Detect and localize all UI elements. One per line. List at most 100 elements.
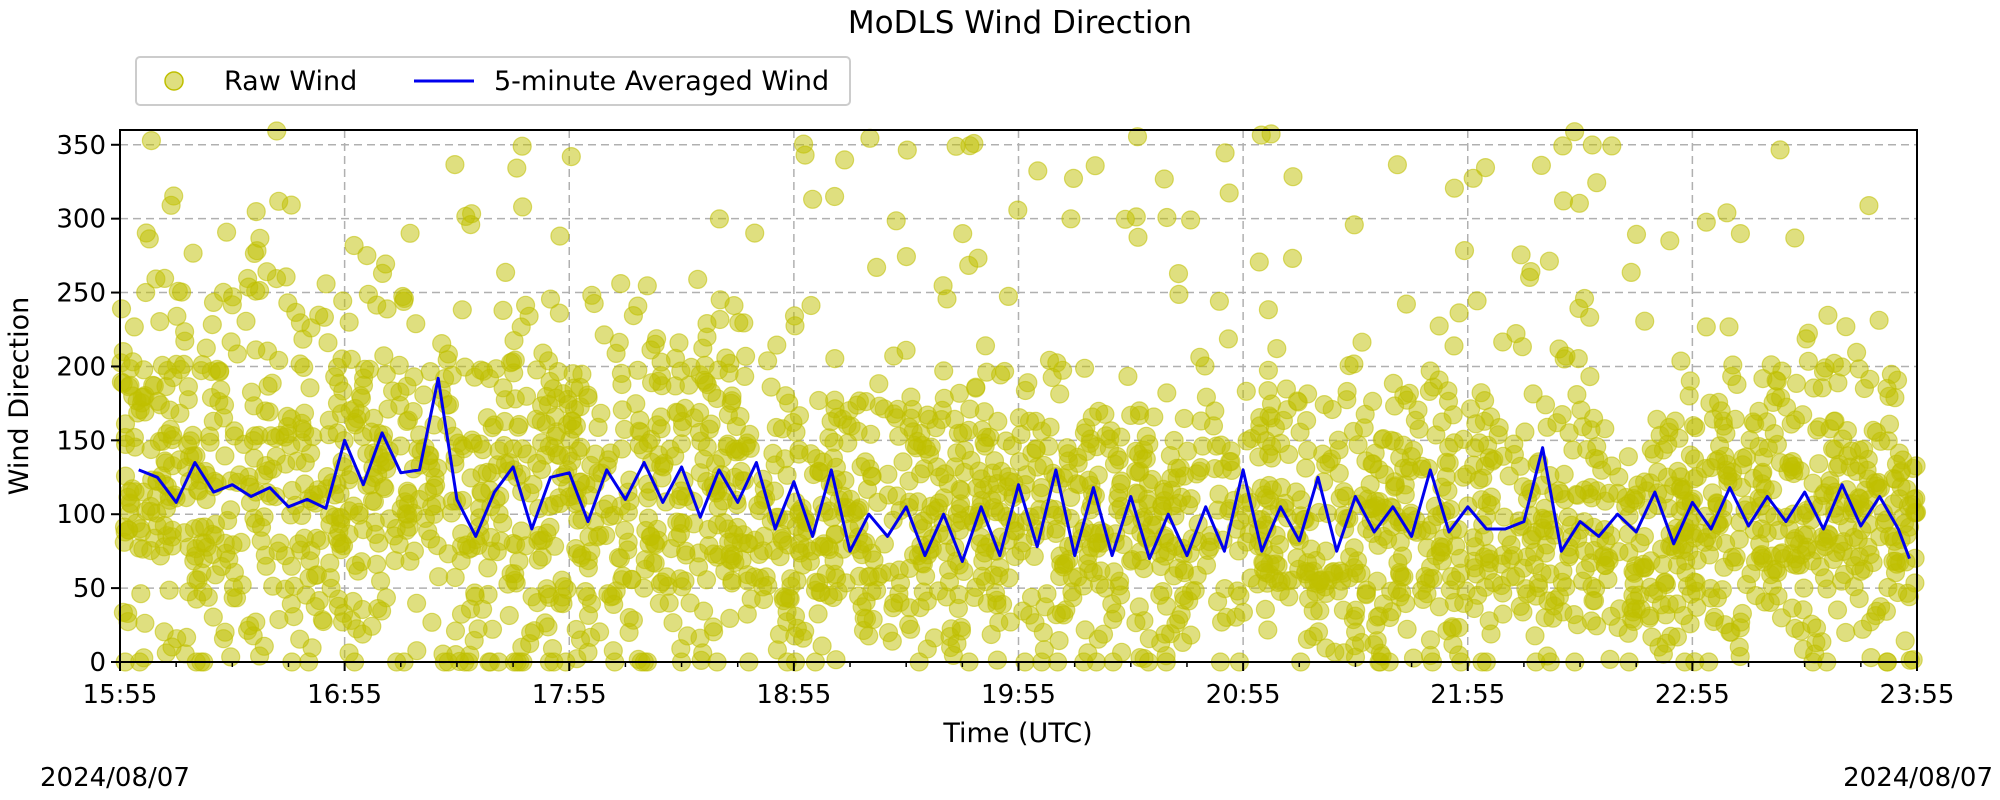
raw-wind-point <box>826 650 846 670</box>
raw-wind-point <box>1794 578 1814 598</box>
raw-wind-point <box>936 542 956 562</box>
raw-wind-point <box>1497 527 1517 547</box>
raw-wind-point <box>376 254 396 274</box>
raw-wind-point <box>1009 408 1030 428</box>
raw-wind-point <box>289 534 309 554</box>
raw-wind-point <box>1093 624 1114 644</box>
raw-wind-point <box>816 564 836 584</box>
raw-wind-point <box>1696 212 1716 232</box>
raw-wind-point <box>887 486 907 506</box>
raw-wind-point <box>1569 193 1590 213</box>
y-tick-label: 250 <box>56 279 106 309</box>
raw-wind-point <box>745 530 765 550</box>
raw-wind-point <box>512 136 532 156</box>
raw-wind-point <box>545 426 566 446</box>
raw-wind-point <box>910 597 930 618</box>
y-tick-label: 150 <box>56 426 106 456</box>
legend: Raw Wind 5-minute Averaged Wind <box>135 56 851 106</box>
raw-wind-point <box>675 398 695 418</box>
raw-wind-point <box>663 613 683 633</box>
raw-wind-point <box>998 286 1019 306</box>
raw-wind-point <box>130 518 151 539</box>
raw-wind-point <box>167 306 187 326</box>
raw-wind-point <box>1639 608 1659 628</box>
raw-wind-point <box>988 411 1008 431</box>
raw-wind-point <box>473 361 494 381</box>
raw-wind-point <box>1713 411 1733 431</box>
raw-wind-point <box>1102 594 1122 614</box>
raw-wind-point <box>1277 400 1297 420</box>
raw-wind-point <box>1180 210 1201 230</box>
raw-wind-point <box>635 559 655 579</box>
raw-wind-point <box>1675 534 1695 555</box>
raw-wind-point <box>464 630 484 651</box>
raw-wind-point <box>1600 649 1620 670</box>
raw-wind-point <box>1270 433 1291 453</box>
raw-wind-point <box>544 495 564 515</box>
raw-wind-point <box>591 403 611 423</box>
raw-wind-point <box>1369 606 1390 626</box>
raw-wind-point <box>1897 583 1918 603</box>
raw-wind-point <box>630 410 650 430</box>
raw-wind-point <box>546 388 566 408</box>
raw-wind-point <box>310 530 331 551</box>
raw-wind-point <box>1575 560 1595 580</box>
raw-wind-point <box>859 626 879 646</box>
raw-wind-point <box>150 395 170 415</box>
raw-wind-point <box>1523 384 1543 404</box>
raw-wind-point <box>703 617 723 637</box>
raw-wind-point <box>889 426 909 446</box>
raw-wind-point <box>1680 371 1700 391</box>
raw-wind-point <box>1258 620 1278 640</box>
raw-wind-point <box>808 604 828 624</box>
raw-wind-point <box>886 211 906 231</box>
raw-wind-point <box>618 540 638 560</box>
raw-wind-point <box>1075 620 1095 640</box>
raw-wind-point <box>211 380 231 400</box>
raw-wind-point <box>1511 245 1531 265</box>
raw-wind-point <box>263 576 283 596</box>
raw-wind-point <box>554 577 574 597</box>
raw-wind-point <box>860 128 880 148</box>
raw-wind-point <box>1008 200 1028 220</box>
raw-wind-point <box>1763 559 1783 580</box>
raw-wind-point <box>578 605 599 626</box>
raw-wind-point <box>1686 581 1707 601</box>
raw-wind-point <box>1439 437 1459 457</box>
raw-wind-point <box>1626 485 1646 505</box>
y-axis-label: Wind Direction <box>4 297 35 495</box>
raw-wind-point <box>1736 574 1757 595</box>
raw-wind-point <box>786 422 806 442</box>
raw-wind-point <box>192 563 212 583</box>
raw-wind-point <box>1463 168 1483 188</box>
raw-wind-point <box>1719 317 1739 337</box>
raw-wind-point <box>1869 310 1889 330</box>
raw-wind-point <box>472 464 492 484</box>
raw-wind-point <box>1767 371 1787 391</box>
raw-wind-point <box>389 355 409 375</box>
raw-wind-point <box>221 647 241 667</box>
raw-wind-point <box>1705 607 1725 627</box>
raw-wind-point <box>424 478 444 498</box>
raw-wind-point <box>1251 125 1271 145</box>
raw-wind-point <box>975 336 996 356</box>
raw-wind-point <box>330 484 350 504</box>
raw-wind-point <box>1525 626 1545 646</box>
raw-wind-point <box>1876 601 1897 621</box>
raw-wind-point <box>501 353 521 373</box>
raw-wind-point <box>292 505 312 526</box>
raw-wind-point <box>1785 228 1805 248</box>
raw-wind-point <box>1749 437 1769 457</box>
raw-wind-point <box>1397 619 1417 639</box>
raw-wind-point <box>1454 241 1475 261</box>
raw-wind-point <box>1044 505 1065 525</box>
raw-wind-point <box>1251 478 1272 498</box>
raw-wind-point <box>1191 411 1211 431</box>
raw-wind-point <box>1061 209 1081 229</box>
raw-wind-point <box>575 581 596 602</box>
raw-wind-point <box>1211 435 1231 455</box>
raw-wind-point <box>699 535 719 556</box>
raw-wind-point <box>179 582 199 602</box>
raw-wind-point <box>777 602 797 622</box>
raw-wind-point <box>1443 634 1463 655</box>
